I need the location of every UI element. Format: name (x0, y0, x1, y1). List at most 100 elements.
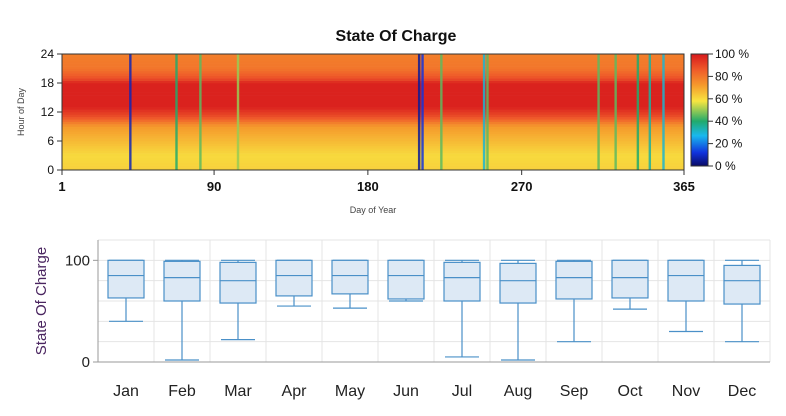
box-aug (499, 259, 537, 361)
heatmap-band (62, 157, 684, 161)
box-iqr (499, 262, 537, 304)
heatmap-day-stripe (648, 54, 652, 170)
box-iqr (331, 259, 369, 295)
heatmap-band (62, 167, 684, 171)
heatmap-hour-bands (62, 54, 684, 171)
heatmap-band (62, 124, 684, 127)
heatmap-y-tick-label: 18 (41, 76, 55, 90)
heatmap-y-tick-label: 0 (47, 163, 54, 177)
heatmap-band (62, 116, 684, 120)
heatmap-band (62, 97, 684, 101)
box-iqr (163, 260, 201, 302)
heatmap-y-label: Hour of Day (16, 87, 26, 136)
heatmap-day-stripe (482, 54, 486, 170)
colorbar-tick-label: 0 % (715, 159, 736, 173)
heatmap-day-stripe (421, 54, 424, 170)
heatmap-band (62, 95, 684, 98)
heatmap-y-tick-label: 12 (41, 105, 55, 119)
heatmap-band (62, 141, 684, 144)
heatmap-band (62, 107, 684, 110)
boxplot-x-tick-label: Jul (452, 383, 472, 400)
heatmap-x-tick-label: 180 (357, 179, 379, 194)
heatmap-band (62, 133, 684, 137)
heatmap-day-stripe (636, 54, 640, 170)
heatmap-band (62, 119, 684, 122)
heatmap-band (62, 165, 684, 168)
boxplot-x-tick-label: May (335, 383, 365, 400)
heatmap-band (62, 63, 684, 67)
box-iqr (667, 259, 705, 302)
heatmap-day-stripe (236, 54, 240, 170)
heatmap-day-stripe (129, 54, 132, 170)
boxplot-x-tick-label: Apr (282, 383, 308, 400)
heatmap-x-tick-label: 1 (58, 179, 65, 194)
box-iqr (443, 261, 481, 302)
box-iqr (275, 259, 313, 297)
heatmap-x-tick-label: 270 (511, 179, 533, 194)
heatmap-band (62, 136, 684, 139)
heatmap-band (62, 90, 684, 93)
box-oct (611, 259, 649, 310)
heatmap-band (62, 56, 684, 60)
boxplot-y-ticks: 0 100 (65, 252, 98, 371)
box-sep (555, 259, 593, 343)
box-feb (163, 259, 201, 361)
colorbar-tick-label: 100 % (715, 47, 749, 61)
heatmap-band (62, 155, 684, 159)
boxplot-x-tick-label: Jun (393, 383, 419, 400)
heatmap-band (62, 73, 684, 77)
heatmap-band (62, 75, 684, 79)
boxplot-x-tick-label: Aug (504, 383, 532, 400)
heatmap-band (62, 85, 684, 89)
boxplot-x-tick-label: Feb (168, 383, 196, 400)
colorbar-tick-label: 60 % (715, 92, 743, 106)
box-apr (275, 259, 313, 307)
heatmap-day-stripe (662, 54, 665, 170)
heatmap-band (62, 61, 684, 64)
heatmap-band (62, 126, 684, 130)
boxplot-boxes (107, 259, 761, 361)
heatmap-band (62, 104, 684, 108)
colorbar-tick-label: 20 % (715, 137, 743, 151)
boxplot-x-tick-label: Sep (560, 383, 589, 400)
box-nov (667, 259, 705, 333)
boxplot-y-tick-label: 0 (82, 354, 90, 371)
heatmap-y-ticks: 0 6 12 18 24 (41, 47, 62, 177)
heatmap-day-stripe (199, 54, 202, 170)
heatmap-day-stripe (614, 54, 617, 170)
heatmap-band (62, 112, 684, 115)
box-iqr (107, 259, 145, 299)
heatmap-day-stripe (597, 54, 600, 170)
colorbar-tick-label: 40 % (715, 114, 743, 128)
heatmap-y-tick-label: 24 (41, 47, 55, 61)
heatmap-band (62, 102, 684, 106)
colorbar-ticks: 100 % 80 % 60 % 40 % 20 % 0 % (708, 47, 749, 173)
heatmap-band (62, 92, 684, 96)
heatmap-x-label: Day of Year (350, 205, 397, 215)
heatmap-band (62, 54, 684, 57)
heatmap-band (62, 145, 684, 149)
heatmap-band (62, 70, 684, 74)
boxplot-x-ticks: Jan Feb Mar Apr May Jun Jul Aug Sep Oct Nov Dec (113, 383, 756, 400)
colorbar-tick-label: 80 % (715, 69, 743, 83)
heatmap-band (62, 99, 684, 103)
heatmap-band (62, 114, 684, 118)
boxplot-y-tick-label: 100 (65, 252, 90, 269)
heatmap-band (62, 83, 684, 86)
colorbar (690, 53, 709, 167)
heatmap-band (62, 143, 684, 147)
heatmap-band (62, 160, 684, 164)
box-iqr (723, 264, 761, 305)
heatmap-band (62, 128, 684, 132)
heatmap-band (62, 138, 684, 142)
heatmap-day-stripe (417, 54, 421, 170)
heatmap-day-stripe (440, 54, 443, 170)
heatmap-band (62, 148, 684, 151)
heatmap-band (62, 87, 684, 91)
heatmap-day-stripe (175, 54, 178, 170)
box-dec (723, 259, 761, 343)
heatmap-band (62, 78, 684, 81)
box-jan (107, 259, 145, 322)
box-iqr (611, 259, 649, 299)
